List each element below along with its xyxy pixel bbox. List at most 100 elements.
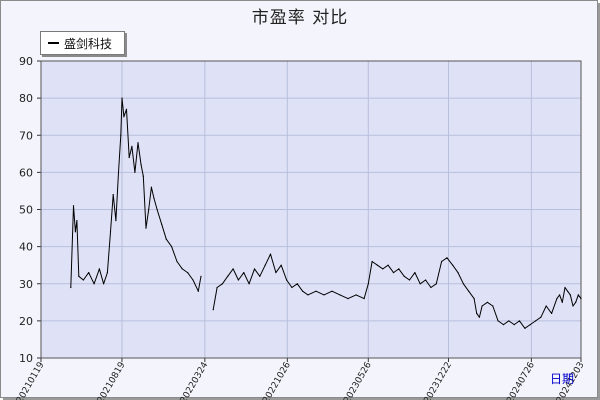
data-point: [382, 268, 384, 270]
data-point: [232, 268, 234, 270]
data-point: [457, 272, 459, 274]
data-point: [123, 116, 125, 118]
data-point: [137, 142, 139, 144]
x-tick-label: 20231222: [423, 361, 455, 400]
data-point: [403, 275, 405, 277]
data-point: [117, 171, 120, 173]
data-point: [387, 264, 389, 266]
y-tick-label: 30: [19, 278, 33, 291]
data-point: [70, 286, 72, 289]
data-point: [481, 305, 483, 307]
data-point: [502, 324, 505, 326]
data-point: [125, 108, 128, 110]
data-point: [371, 260, 373, 263]
x-tick-label: 20210119: [15, 360, 47, 400]
data-point: [72, 205, 75, 207]
data-point: [88, 272, 90, 274]
data-point: [476, 312, 478, 314]
data-point: [187, 272, 189, 274]
data-point: [115, 220, 117, 222]
data-point: [513, 324, 515, 326]
data-point: [140, 164, 142, 166]
data-point: [237, 279, 239, 281]
data-point: [408, 279, 411, 281]
data-point: [212, 309, 214, 311]
data-point: [156, 208, 158, 211]
x-tick-label: 20230526: [342, 360, 374, 400]
x-tick-label: 20220324: [179, 360, 211, 400]
data-point: [148, 208, 150, 211]
y-tick-label: 80: [19, 92, 33, 105]
data-point: [545, 305, 547, 307]
data-point: [367, 283, 369, 285]
data-point: [296, 283, 298, 285]
legend-label: 盛剑科技: [64, 37, 113, 51]
data-point: [197, 290, 199, 292]
chart-legend: 盛剑科技: [40, 31, 125, 55]
data-point: [134, 171, 136, 173]
data-point: [227, 275, 229, 277]
data-point: [103, 283, 105, 285]
legend-swatch: [48, 42, 59, 44]
data-point: [559, 294, 561, 296]
data-point: [171, 246, 173, 248]
data-point: [200, 275, 202, 277]
data-point: [145, 227, 147, 229]
data-point: [302, 290, 304, 292]
x-tick-label: 20210819: [96, 360, 128, 400]
data-point: [446, 257, 448, 259]
data-point: [478, 316, 480, 318]
data-point: [497, 320, 499, 322]
data-point: [376, 264, 378, 266]
data-point: [269, 253, 272, 255]
data-point: [98, 268, 100, 270]
data-point: [112, 194, 114, 196]
data-point: [430, 286, 432, 289]
data-point: [529, 324, 531, 326]
data-point: [452, 264, 454, 266]
data-point: [540, 316, 542, 318]
data-point: [315, 290, 317, 292]
data-point: [331, 290, 333, 292]
data-point: [569, 294, 571, 296]
data-point: [121, 97, 123, 99]
chart-title: 市盈率 对比: [251, 8, 349, 28]
data-point: [150, 186, 152, 188]
data-point: [76, 220, 78, 222]
y-tick-label: 40: [19, 241, 33, 254]
data-point: [248, 283, 250, 285]
y-tick-label: 90: [19, 55, 33, 68]
data-point: [291, 286, 293, 289]
data-point: [363, 298, 365, 300]
data-point: [441, 260, 443, 263]
data-point: [181, 268, 183, 270]
data-point: [142, 175, 144, 177]
data-point: [161, 223, 163, 225]
y-tick-label: 50: [19, 204, 33, 217]
data-point: [414, 272, 416, 274]
data-point: [259, 275, 261, 277]
data-point: [572, 305, 574, 307]
data-point: [575, 301, 577, 303]
data-point: [131, 145, 133, 147]
x-tick-label: 20221026: [261, 360, 293, 400]
data-point: [508, 320, 510, 322]
data-point: [492, 305, 494, 307]
data-point: [307, 294, 309, 296]
data-point: [535, 320, 537, 322]
data-point: [192, 279, 194, 281]
data-point: [221, 283, 223, 285]
data-point: [567, 290, 569, 292]
data-point: [468, 290, 470, 292]
data-point: [78, 275, 80, 277]
plot-border: [40, 60, 582, 359]
data-point: [462, 283, 464, 285]
data-point: [580, 298, 582, 300]
data-point: [355, 294, 357, 296]
x-axis-label: 日期: [550, 372, 575, 386]
data-point: [561, 301, 563, 303]
data-point: [109, 231, 112, 233]
data-point: [275, 272, 277, 274]
data-point: [165, 238, 167, 240]
